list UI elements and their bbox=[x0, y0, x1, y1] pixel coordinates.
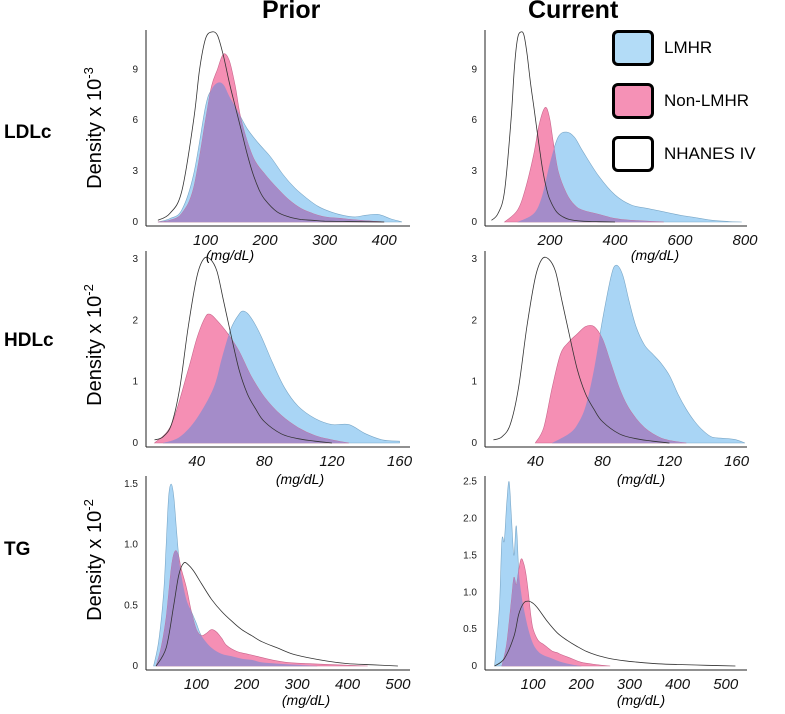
line-nhanes-iv bbox=[493, 256, 670, 444]
column-title-prior: Prior bbox=[262, 0, 321, 24]
row-label-tg: TG bbox=[4, 539, 31, 560]
y-tick-label-1: 1 bbox=[132, 377, 138, 388]
x-tick-label-80: 80 bbox=[256, 453, 273, 470]
x-tick-label-120: 120 bbox=[657, 453, 683, 470]
y-tick-label-1-0: 1.0 bbox=[463, 587, 477, 598]
y-tick-label-0-5: 0.5 bbox=[463, 624, 477, 635]
y-tick-label-1-0: 1.0 bbox=[124, 540, 138, 551]
y-tick-label-3: 3 bbox=[132, 254, 138, 265]
panel-tg-current: 0 0.5 1.0 1.5 2.0 2.5 100 200 300 400 500 bbox=[463, 476, 747, 693]
y-tick-label-3: 3 bbox=[471, 254, 477, 265]
area-overlap bbox=[156, 550, 318, 666]
y-tick-label-0: 0 bbox=[471, 438, 477, 449]
x-unit-ldlc-prior: (mg/dL) bbox=[205, 247, 255, 263]
x-tick-label-400: 400 bbox=[602, 232, 628, 249]
panel-hdl-current: 0 1 2 3 40 80 120 160 bbox=[471, 251, 750, 470]
x-tick-label-500: 500 bbox=[713, 676, 739, 693]
y-tick-label-9: 9 bbox=[471, 64, 477, 75]
x-tick-label-200: 200 bbox=[536, 232, 563, 249]
x-tick-label-160: 160 bbox=[724, 453, 750, 470]
row-label-ldlc: LDLc bbox=[4, 122, 52, 143]
line-nhanes-iv bbox=[494, 600, 736, 667]
x-tick-label-400: 400 bbox=[335, 676, 361, 693]
x-tick-label-80: 80 bbox=[594, 453, 611, 470]
panel-tg-prior: 0 0.5 1.0 1.5 100 200 300 400 500 bbox=[124, 476, 411, 693]
legend-swatch-non-lmhr bbox=[612, 83, 654, 119]
x-tick-label-500: 500 bbox=[385, 676, 411, 693]
y-tick-label-2-5: 2.5 bbox=[463, 477, 477, 488]
y-tick-label-9: 9 bbox=[132, 64, 138, 75]
line-nhanes-iv bbox=[155, 562, 398, 667]
legend-label-nhanes-iv: NHANES IV bbox=[664, 144, 756, 163]
y-tick-label-6: 6 bbox=[471, 115, 477, 126]
x-tick-label-400: 400 bbox=[372, 232, 398, 249]
y-tick-label-2: 2 bbox=[471, 315, 477, 326]
y-tick-label-2: 2 bbox=[132, 315, 138, 326]
line-nhanes-iv bbox=[154, 256, 332, 444]
x-tick-label-400: 400 bbox=[665, 676, 691, 693]
x-unit-ldlc-current: (mg/dL) bbox=[630, 247, 680, 263]
x-tick-label-120: 120 bbox=[319, 453, 345, 470]
column-title-current: Current bbox=[528, 0, 619, 24]
row-label-hdlc: HDLc bbox=[4, 330, 54, 351]
x-unit-tg-current: (mg/dL) bbox=[616, 692, 666, 708]
y-tick-label-1: 1 bbox=[471, 377, 477, 388]
y-tick-label-0: 0 bbox=[132, 438, 138, 449]
legend-swatch-nhanes-iv bbox=[612, 136, 654, 172]
x-tick-label-200: 200 bbox=[568, 676, 595, 693]
x-unit-tg-prior: (mg/dL) bbox=[281, 692, 331, 708]
x-tick-label-800: 800 bbox=[732, 232, 758, 249]
panel-ldl-current: 0 3 6 9 200 400 600 800 bbox=[471, 30, 758, 249]
y-tick-label-0: 0 bbox=[471, 217, 477, 228]
legend-label-lmhr: LMHR bbox=[664, 38, 713, 57]
area-overlap bbox=[157, 82, 385, 222]
y-tick-label-0-5: 0.5 bbox=[124, 600, 138, 611]
legend-swatch-lmhr bbox=[612, 30, 654, 66]
y-tick-label-3: 3 bbox=[132, 166, 138, 177]
x-tick-label-100: 100 bbox=[521, 676, 547, 693]
area-overlap bbox=[501, 558, 582, 666]
x-tick-label-160: 160 bbox=[387, 453, 413, 470]
y-tick-label-0: 0 bbox=[132, 217, 138, 228]
y-tick-label-6: 6 bbox=[132, 115, 138, 126]
line-nhanes-iv bbox=[157, 31, 385, 223]
y-tick-label-1-5: 1.5 bbox=[463, 550, 477, 561]
x-unit-hdlc-current: (mg/dL) bbox=[616, 471, 666, 487]
x-tick-label-600: 600 bbox=[667, 232, 693, 249]
line-nhanes-iv bbox=[491, 31, 616, 223]
x-tick-label-300: 300 bbox=[617, 676, 643, 693]
x-tick-label-40: 40 bbox=[527, 453, 544, 470]
x-tick-label-40: 40 bbox=[188, 453, 205, 470]
panel-ldl-prior: 0 3 6 9 100 200 300 400 bbox=[132, 30, 410, 249]
x-tick-label-300: 300 bbox=[312, 232, 338, 249]
y-tick-label-0: 0 bbox=[132, 661, 138, 672]
y-tick-label-3: 3 bbox=[471, 166, 477, 177]
x-tick-label-200: 200 bbox=[233, 676, 260, 693]
y-tick-label-1-5: 1.5 bbox=[124, 479, 138, 490]
x-tick-label-300: 300 bbox=[285, 676, 311, 693]
panel-hdl-prior: 0 1 2 3 40 80 120 160 bbox=[132, 251, 413, 470]
x-tick-label-100: 100 bbox=[193, 232, 219, 249]
legend-label-non-lmhr: Non-LMHR bbox=[664, 91, 750, 110]
y-tick-label-2-0: 2.0 bbox=[463, 514, 477, 525]
x-unit-hdlc-prior: (mg/dL) bbox=[275, 471, 325, 487]
x-tick-label-100: 100 bbox=[184, 676, 210, 693]
x-tick-label-200: 200 bbox=[252, 232, 279, 249]
y-tick-label-0: 0 bbox=[471, 661, 477, 672]
